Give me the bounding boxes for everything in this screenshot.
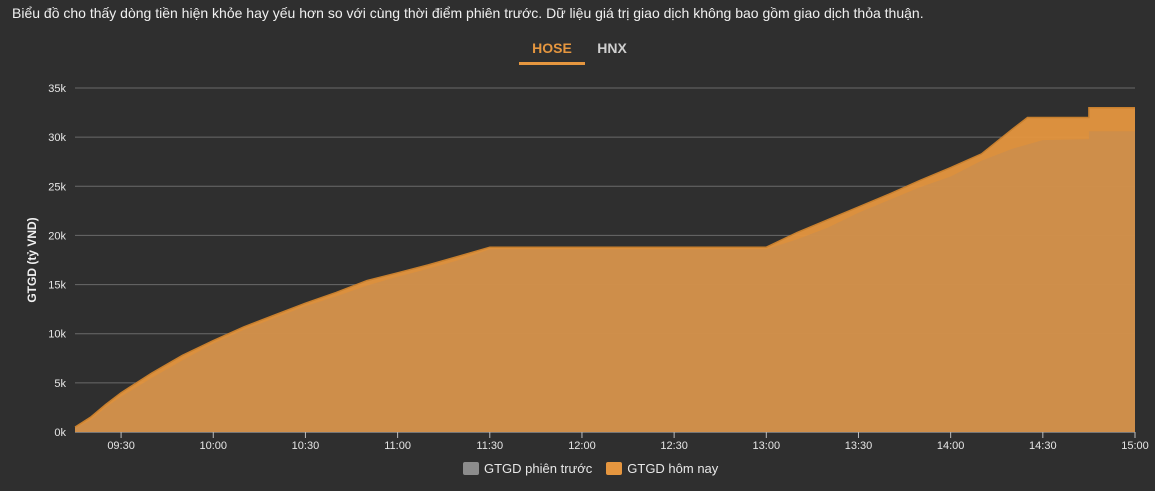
chart-description: Biểu đồ cho thấy dòng tiền hiện khỏe hay… — [12, 5, 924, 21]
x-tick-label: 13:00 — [753, 440, 781, 452]
x-tick-label: 11:00 — [384, 440, 411, 452]
exchange-tabs: HOSE HNX — [0, 40, 1155, 68]
x-tick-label: 11:30 — [476, 440, 503, 452]
x-tick-label: 10:00 — [199, 440, 227, 452]
chart-legend: GTGD phiên trước GTGD hôm nay — [463, 461, 718, 476]
legend-item-today[interactable]: GTGD hôm nay — [606, 461, 718, 476]
y-tick-label: 30k — [48, 132, 66, 144]
y-tick-label: 15k — [48, 280, 66, 292]
x-tick-label: 12:30 — [660, 440, 688, 452]
x-tick-label: 12:00 — [568, 440, 596, 452]
x-tick-label: 09:30 — [107, 440, 135, 452]
x-tick-label: 14:30 — [1029, 440, 1057, 452]
legend-label-previous: GTGD phiên trước — [484, 461, 593, 476]
x-tick-label: 14:00 — [937, 440, 965, 452]
y-tick-label: 5k — [54, 378, 66, 390]
legend-swatch-today — [606, 462, 623, 475]
tab-hnx[interactable]: HNX — [597, 40, 627, 56]
area-previous — [75, 131, 1135, 432]
x-tick-label: 15:00 — [1121, 440, 1149, 452]
legend-label-today: GTGD hôm nay — [627, 461, 719, 476]
legend-swatch-previous — [463, 462, 479, 475]
y-tick-label: 20k — [48, 230, 66, 242]
trading-value-chart: 0k 5k 10k 15k 20k 25k 30k 35k 09:30 10:00 10:30 11:… — [25, 83, 1149, 452]
tab-hose[interactable]: HOSE — [519, 40, 585, 65]
x-tick-label: 10:30 — [292, 440, 320, 452]
y-axis-label: GTGD (tỷ VND) — [25, 217, 39, 302]
x-tick-label: 13:30 — [845, 440, 873, 452]
legend-item-previous[interactable]: GTGD phiên trước — [463, 461, 592, 476]
y-tick-label: 35k — [48, 83, 66, 95]
y-tick-label: 25k — [48, 181, 66, 193]
y-tick-label: 10k — [48, 329, 66, 341]
y-tick-label: 0k — [54, 427, 66, 439]
line-today — [74, 106, 1135, 428]
